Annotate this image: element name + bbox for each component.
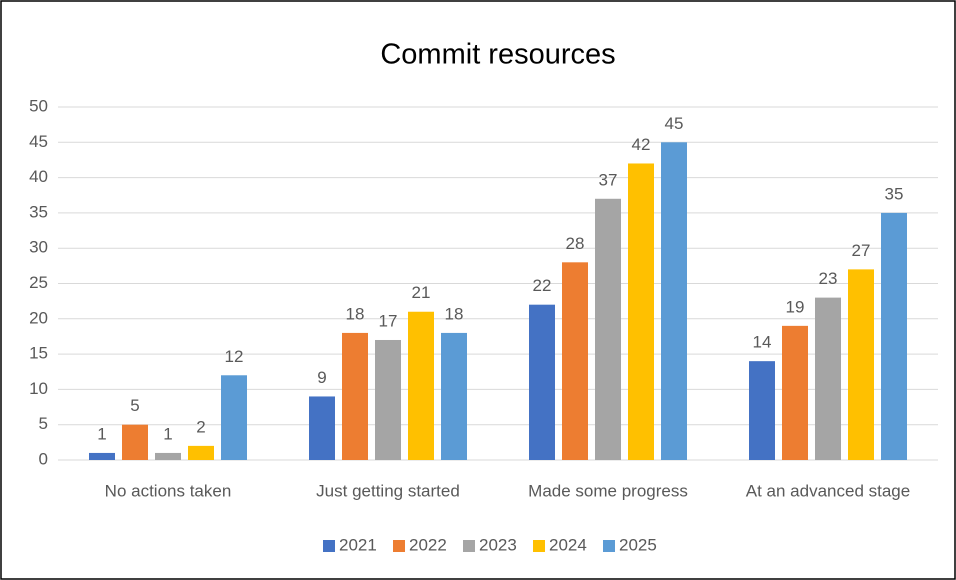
y-tick-label: 10: [29, 379, 48, 398]
y-tick-label: 15: [29, 344, 48, 363]
bar: [529, 304, 555, 460]
legend-label: 2025: [619, 535, 657, 554]
bar: [221, 375, 247, 460]
data-label: 2: [196, 417, 205, 436]
bar: [309, 396, 335, 460]
data-label: 1: [97, 424, 106, 443]
data-label: 45: [665, 114, 684, 133]
x-tick-label: Just getting started: [316, 481, 460, 500]
y-tick-label: 5: [39, 414, 48, 433]
x-tick-label: No actions taken: [105, 481, 232, 500]
bar: [848, 269, 874, 460]
bar: [342, 332, 368, 460]
bar: [749, 361, 775, 460]
bar: [155, 452, 181, 460]
y-tick-label: 0: [39, 449, 48, 468]
data-label: 17: [379, 311, 398, 330]
data-label: 18: [445, 304, 464, 323]
bar: [595, 198, 621, 460]
x-tick-label: At an advanced stage: [746, 481, 910, 500]
bar: [375, 339, 401, 460]
bar: [815, 297, 841, 460]
chart-title: Commit resources: [380, 39, 615, 71]
y-tick-label: 40: [29, 167, 48, 186]
y-tick-label: 25: [29, 273, 48, 292]
data-label: 12: [225, 347, 244, 366]
data-label: 37: [599, 170, 618, 189]
data-label: 27: [852, 241, 871, 260]
bar: [89, 452, 115, 460]
legend-swatch: [603, 540, 615, 552]
bar: [782, 325, 808, 460]
legend-swatch: [323, 540, 335, 552]
x-tick-label: Made some progress: [528, 481, 688, 500]
legend-label: 2023: [479, 535, 517, 554]
data-label: 14: [753, 333, 772, 352]
legend-swatch: [463, 540, 475, 552]
legend-label: 2024: [549, 535, 587, 554]
bar: [661, 142, 687, 461]
data-label: 35: [885, 184, 904, 203]
y-tick-label: 35: [29, 202, 48, 221]
data-label: 9: [317, 368, 326, 387]
bar: [628, 163, 654, 461]
data-label: 22: [533, 276, 552, 295]
data-label: 1: [163, 424, 172, 443]
legend-label: 2022: [409, 535, 447, 554]
data-label: 18: [346, 304, 365, 323]
data-label: 42: [632, 135, 651, 154]
data-label: 28: [566, 234, 585, 253]
data-label: 21: [412, 283, 431, 302]
bar: [122, 424, 148, 460]
y-tick-label: 30: [29, 238, 48, 257]
data-label: 5: [130, 396, 139, 415]
legend-swatch: [533, 540, 545, 552]
data-label: 23: [819, 269, 838, 288]
bar: [562, 262, 588, 460]
bar: [881, 212, 907, 460]
legend-label: 2021: [339, 535, 377, 554]
legend-swatch: [393, 540, 405, 552]
bar: [441, 332, 467, 460]
y-tick-label: 45: [29, 132, 48, 151]
y-tick-label: 20: [29, 308, 48, 327]
y-tick-label: 50: [29, 96, 48, 115]
bar: [408, 311, 434, 460]
data-label: 19: [786, 297, 805, 316]
bar: [188, 445, 214, 460]
